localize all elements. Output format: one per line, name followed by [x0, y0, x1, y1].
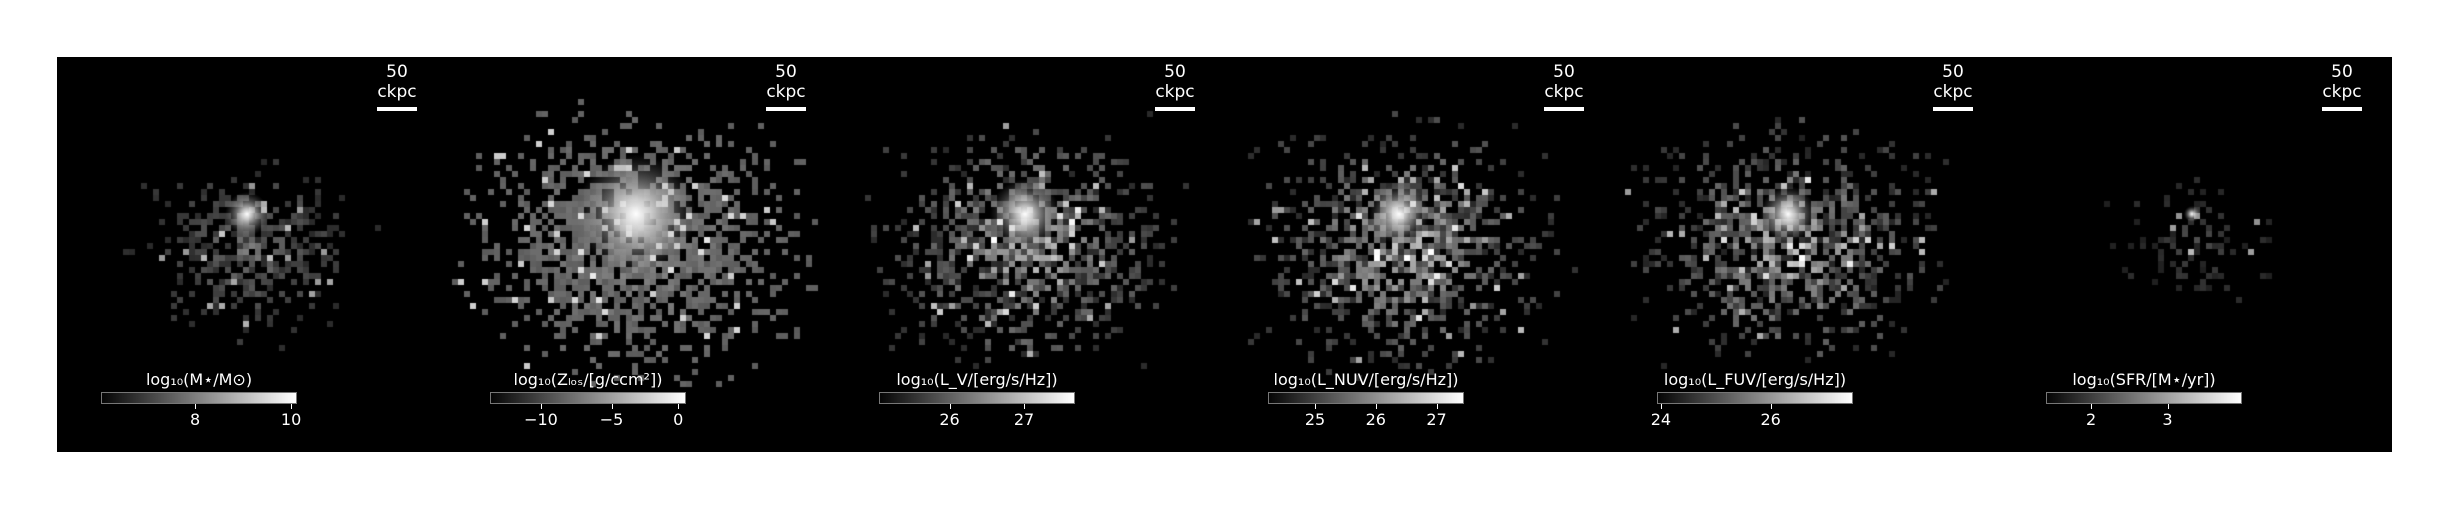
colorbar-label: log₁₀(L_FUV/[erg/s/Hz]) [1663, 370, 1847, 389]
colorbar-tick [291, 404, 293, 409]
colorbar-label: log₁₀(SFR/[M⋆/yr]) [2072, 370, 2216, 389]
colorbar: log₁₀(L_FUV/[erg/s/Hz]) 24 26 [1651, 370, 1853, 440]
colorbar-tick-label: 24 [1650, 410, 1672, 429]
colorbar-tick-label: 8 [189, 410, 201, 429]
colorbar-tick-label: 10 [280, 410, 302, 429]
panel-metal-column: 50 ckpc log₁₀(Zₗₒₛ/[g/ccm²]) −10 −5 0 [446, 57, 835, 452]
colorbar-tick [1660, 404, 1662, 409]
v-band-luminosity-map [835, 57, 1224, 452]
scale-bar: 50 ckpc [1921, 62, 1985, 111]
scale-bar-line [1155, 107, 1195, 111]
colorbar-tick [1024, 404, 1026, 409]
colorbar: log₁₀(M⋆/M⊙) 8 10 [101, 370, 301, 440]
colorbar-label: log₁₀(L_NUV/[erg/s/Hz]) [1273, 370, 1459, 389]
colorbar-tick [678, 404, 680, 409]
scale-bar-label: 50 ckpc [1155, 62, 1195, 102]
scale-bar-line [2322, 107, 2362, 111]
scale-bar-line [1933, 107, 1973, 111]
colorbar-tick [195, 404, 197, 409]
galaxy-map-strip: 50 ckpc log₁₀(M⋆/M⊙) 8 10 50 ckpc log₁₀(Z… [57, 57, 2392, 452]
scale-bar-line [377, 107, 417, 111]
colorbar-gradient [2046, 392, 2242, 404]
panel-luminosity-fuv: 50 ckpc log₁₀(L_FUV/[erg/s/Hz]) 24 26 [1613, 57, 2002, 452]
colorbar-gradient [1268, 392, 1464, 404]
panel-luminosity-nuv: 50 ckpc log₁₀(L_NUV/[erg/s/Hz]) 25 26 27 [1224, 57, 1613, 452]
colorbar-tick [1375, 404, 1377, 409]
stellar-mass-map [57, 57, 446, 452]
colorbar-tick-label: −5 [599, 410, 624, 429]
colorbar-tick-label: −10 [524, 410, 558, 429]
colorbar-tick-label: 27 [1013, 410, 1035, 429]
scale-bar-label: 50 ckpc [2322, 62, 2362, 102]
scale-bar-line [1544, 107, 1584, 111]
colorbar-tick-label: 27 [1426, 410, 1447, 429]
colorbar-label: log₁₀(L_V/[erg/s/Hz]) [896, 370, 1058, 389]
panel-luminosity-v: 50 ckpc log₁₀(L_V/[erg/s/Hz]) 26 27 [835, 57, 1224, 452]
colorbar-tick-label: 26 [939, 410, 960, 429]
colorbar-gradient [101, 392, 297, 404]
colorbar-tick [1770, 404, 1772, 409]
colorbar-tick-label: 26 [1365, 410, 1386, 429]
colorbar-tick-label: 3 [2162, 410, 2173, 429]
colorbar-tick [1315, 404, 1317, 409]
colorbar-gradient [879, 392, 1075, 404]
colorbar: log₁₀(SFR/[M⋆/yr]) 2 3 [2046, 370, 2242, 440]
scale-bar-label: 50 ckpc [377, 62, 417, 102]
fuv-luminosity-map [1613, 57, 2002, 452]
colorbar-tick-label: 0 [673, 410, 684, 429]
scale-bar-line [766, 107, 806, 111]
scale-bar: 50 ckpc [1532, 62, 1596, 111]
colorbar-tick [540, 404, 542, 409]
star-formation-rate-map [2002, 57, 2391, 452]
panel-sfr: 50 ckpc log₁₀(SFR/[M⋆/yr]) 2 3 [2002, 57, 2391, 452]
colorbar-tick [611, 404, 613, 409]
colorbar: log₁₀(Zₗₒₛ/[g/ccm²]) −10 −5 0 [490, 370, 686, 440]
scale-bar-label: 50 ckpc [1933, 62, 1973, 102]
metal-column-map [446, 57, 835, 452]
colorbar-gradient [490, 392, 686, 404]
scale-bar-label: 50 ckpc [766, 62, 806, 102]
colorbar-tick [2091, 404, 2093, 409]
colorbar-tick-label: 25 [1304, 410, 1326, 429]
colorbar-label: log₁₀(M⋆/M⊙) [145, 370, 253, 389]
scale-bar: 50 ckpc [754, 62, 818, 111]
nuv-luminosity-map [1224, 57, 1613, 452]
scale-bar: 50 ckpc [1143, 62, 1207, 111]
scale-bar: 50 ckpc [2310, 62, 2374, 111]
colorbar: log₁₀(L_NUV/[erg/s/Hz]) 25 26 27 [1268, 370, 1464, 440]
colorbar-label: log₁₀(Zₗₒₛ/[g/ccm²]) [513, 370, 663, 389]
scale-bar-label: 50 ckpc [1544, 62, 1584, 102]
colorbar: log₁₀(L_V/[erg/s/Hz]) 26 27 [879, 370, 1075, 440]
colorbar-tick [2167, 404, 2169, 409]
colorbar-tick-label: 2 [2085, 410, 2097, 429]
colorbar-gradient [1657, 392, 1853, 404]
panel-stellar-mass: 50 ckpc log₁₀(M⋆/M⊙) 8 10 [57, 57, 446, 452]
scale-bar: 50 ckpc [365, 62, 429, 111]
colorbar-tick [1436, 404, 1438, 409]
colorbar-tick-label: 26 [1760, 410, 1781, 429]
colorbar-tick [949, 404, 951, 409]
